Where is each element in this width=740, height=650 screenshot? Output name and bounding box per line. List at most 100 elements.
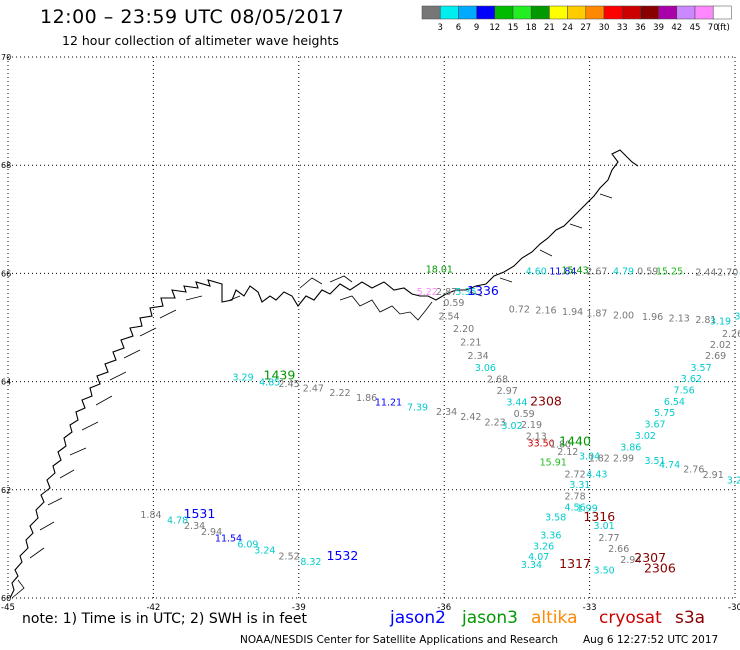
lat-label: 68 [1, 161, 11, 170]
wave-height-value: 2.77 [598, 533, 619, 544]
wave-height-value: 3.04 [579, 452, 600, 463]
wave-height-value: 2.94 [201, 527, 222, 538]
wave-height-value: 3.67 [644, 420, 665, 431]
wave-height-value: 0.59 [637, 266, 658, 277]
wave-height-value: 1.96 [642, 312, 663, 323]
wave-height-value: 11.21 [375, 397, 402, 408]
wave-height-value: 1.80 [550, 440, 571, 451]
lon-label: -30 [728, 603, 740, 613]
wave-height-value: 5.75 [654, 408, 675, 419]
colorbar-label: 27 [580, 23, 591, 33]
wave-height-value: 2.13 [526, 431, 547, 442]
lat-label: 64 [1, 378, 11, 387]
wave-height-value: 4.79 [613, 266, 634, 277]
coastline-fjord-detail [11, 193, 613, 599]
wave-height-value: 3.02 [501, 421, 522, 432]
mission-jason2: jason2 [390, 608, 446, 628]
wave-height-value: 15.43 [561, 265, 588, 276]
wave-height-value: 4.07 [528, 552, 549, 563]
wave-height-value: 3.44 [506, 397, 527, 408]
wave-height-value: 1.82 [589, 454, 610, 465]
wave-height-value: 2.47 [303, 383, 324, 394]
wave-height-value: 2.23 [485, 417, 506, 428]
colorbar-label: (ft) [717, 23, 730, 33]
wave-height-value: 2.87 [436, 287, 457, 298]
lon-label: -45 [1, 603, 15, 613]
lat-label: 60 [1, 594, 11, 603]
greenland-coastline [9, 149, 639, 599]
wave-height-value: 2.69 [705, 351, 726, 362]
pass-id-label: 1439 [264, 367, 296, 382]
wave-height-value: 3.19 [710, 316, 731, 327]
pass-id-label: 1532 [327, 548, 359, 563]
mission-altika: altika [531, 608, 578, 628]
mission-s3a: s3a [675, 608, 706, 628]
lat-label: 70 [1, 53, 11, 62]
graticule [7, 56, 736, 599]
colorbar-swatch [549, 5, 568, 20]
wave-height-value: 3.58 [545, 513, 566, 524]
lat-label: 66 [1, 269, 11, 278]
wave-height-value: 1.84 [140, 510, 161, 521]
wave-height-value: 1.99 [577, 503, 598, 514]
wave-height-value: 2.66 [608, 544, 629, 555]
wave-height-value: 2.54 [438, 311, 459, 322]
lat-label: 62 [1, 486, 11, 495]
wave-height-value: 2.34 [436, 407, 457, 418]
wave-height-value: 2.00 [613, 310, 634, 321]
colorbar-label: 45 [690, 23, 701, 33]
wave-height-value: 18.01 [426, 264, 453, 275]
wave-height-value: 7.39 [407, 402, 428, 413]
wave-height-value: 3.34 [521, 560, 542, 571]
wave-height-value: 4.74 [659, 460, 680, 471]
colorbar-swatch [494, 5, 514, 20]
longitude-labels: -45 -42 -39 -36 -33 -30 [1, 603, 740, 613]
mission-jason3: jason3 [462, 608, 518, 628]
wave-height-value: 3.51 [644, 456, 665, 467]
colorbar-swatch [567, 5, 587, 20]
colorbar-label: 70 [708, 23, 719, 33]
wave-height-value: 15.25 [656, 266, 683, 277]
wave-height-value: 2.26 [722, 329, 740, 340]
colorbar-swatch [530, 5, 550, 20]
colorbar-swatch [585, 5, 605, 20]
wave-height-value: 3.29 [232, 373, 253, 384]
wave-height-value: 2.70 [717, 268, 738, 279]
wave-height-value: 2.34 [468, 351, 489, 362]
colorbar-swatch [476, 5, 496, 20]
pass-id-label: 2307 [634, 550, 666, 565]
lon-label: -39 [292, 603, 306, 613]
wave-height-value: 2.21 [460, 337, 481, 348]
pass-id-label: 1317 [559, 556, 591, 571]
wave-height-value: 2.91 [703, 470, 724, 481]
page-subtitle: 12 hour collection of altimeter wave hei… [62, 33, 339, 48]
pass-id-label: 2306 [644, 561, 676, 576]
wave-height-value: 7.56 [674, 386, 695, 397]
colorbar-label: 3 [437, 23, 442, 33]
wave-height-value: 3.02 [635, 431, 656, 442]
footnote: note: 1) Time is in UTC; 2) SWH is in fe… [22, 611, 308, 627]
wave-height-value: 2.81 [695, 315, 716, 326]
wave-height-value: 3 [734, 311, 740, 322]
wave-height-value: 15.91 [540, 457, 567, 468]
wave-height-value: 2.42 [460, 412, 481, 423]
wave-height-value: 5.22 [417, 287, 438, 298]
colorbar-swatch [603, 5, 623, 20]
pass-id-label: 2308 [530, 393, 562, 408]
wave-height-value: 2.99 [613, 454, 634, 465]
colorbar-swatch [712, 5, 732, 20]
wave-height-value: 3.28 [727, 475, 740, 486]
colorbar-swatch [439, 5, 459, 20]
wave-height-value: 0.59 [514, 409, 535, 420]
wave-height-value: 2.13 [669, 314, 690, 325]
colorbar-label: 36 [635, 23, 646, 33]
wave-height-value: 6.54 [664, 397, 685, 408]
colorbar-swatch [512, 5, 532, 20]
colorbar-label: 30 [599, 23, 610, 33]
pass-id-label: 1440 [559, 433, 591, 448]
colorbar-label: 24 [562, 23, 573, 33]
wave-height-value: 2.67 [586, 266, 607, 277]
wave-height-value: 3.86 [620, 442, 641, 453]
pass-id-label: 1316 [583, 509, 615, 524]
